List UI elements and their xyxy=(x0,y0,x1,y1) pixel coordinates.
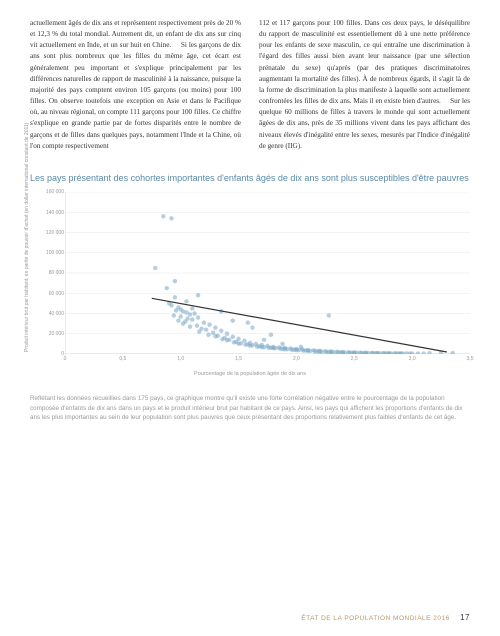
body-col-left: actuellement âgés de dix ans et représen… xyxy=(30,18,241,152)
scatter-chart: Produit intérieur brut par habitant, en … xyxy=(30,192,470,372)
y-axis-label: Produit intérieur brut par habitant, en … xyxy=(24,212,30,352)
footer-text: ÉTAT DE LA POPULATION MONDIALE 2016 xyxy=(301,615,450,622)
chart-caption: Reflétant les données recueillies dans 1… xyxy=(30,394,470,422)
body-col-right: 112 et 117 garçons pour 100 filles. Dans… xyxy=(259,18,470,152)
page-number: 17 xyxy=(460,613,470,622)
x-axis-ticks: 00,51,01,52,02,53,03,5 xyxy=(65,356,470,366)
page-footer: ÉTAT DE LA POPULATION MONDIALE 2016 17 xyxy=(301,613,470,622)
body-text-columns: actuellement âgés de dix ans et représen… xyxy=(30,18,470,152)
chart-title: Les pays présentant des cohortes importa… xyxy=(30,172,470,185)
plot-svg xyxy=(65,192,470,354)
y-axis-ticks: 020 00040 00060 00080 000100 000120 0001… xyxy=(38,192,64,354)
plot-area xyxy=(65,192,470,354)
x-axis-label: Pourcentage de la population âgée de dix… xyxy=(194,371,306,377)
